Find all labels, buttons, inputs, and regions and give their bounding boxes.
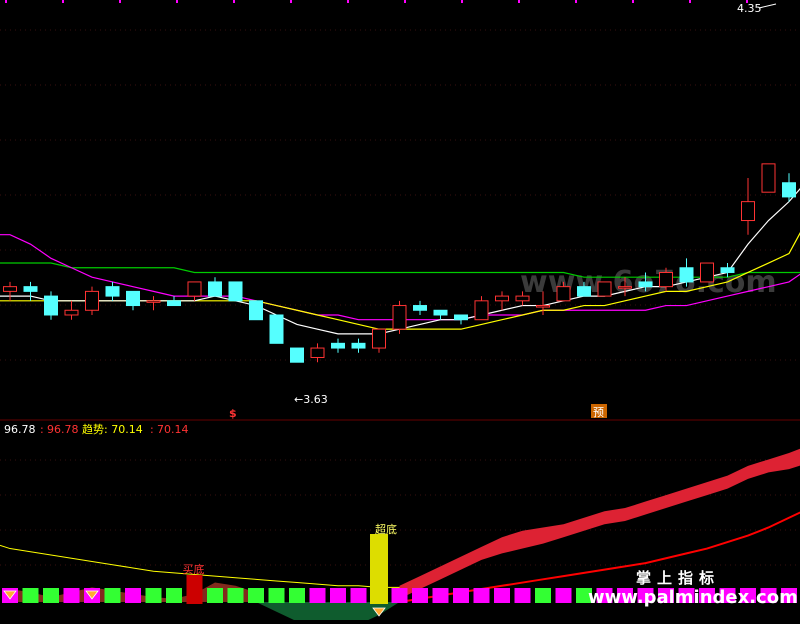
candles	[4, 22, 800, 362]
top-ticks	[6, 0, 747, 3]
candle-up	[147, 301, 160, 303]
status-bar	[269, 588, 285, 603]
candle-up	[701, 263, 714, 282]
status-bar	[248, 588, 264, 603]
status-bar	[351, 588, 367, 603]
status-bar	[207, 588, 223, 603]
candle-up	[475, 301, 488, 320]
candle-down	[229, 282, 242, 301]
status-bar	[105, 588, 121, 603]
status-bar	[453, 588, 469, 603]
candle-down	[455, 315, 468, 320]
high-pointer	[759, 4, 776, 8]
candle-up	[762, 164, 775, 192]
candle-up	[660, 272, 673, 286]
ind-sep-2: :	[150, 423, 154, 436]
status-bar	[289, 588, 305, 603]
candle-up	[393, 306, 406, 330]
candle-down	[414, 306, 427, 311]
trend-band	[400, 445, 800, 599]
candle-up	[496, 296, 509, 301]
candle-up	[65, 310, 78, 315]
candle-down	[45, 296, 58, 315]
candle-down	[250, 301, 263, 320]
status-bar	[412, 588, 428, 603]
brand-watermark: www.palmindex.com	[588, 587, 798, 608]
ind-trend-label: 趋势: 70.14	[82, 423, 143, 436]
candle-up	[4, 287, 17, 292]
low-price-label: ←3.63	[294, 393, 328, 406]
status-bar	[146, 588, 162, 603]
candle-down	[24, 287, 37, 292]
status-bar	[556, 588, 572, 603]
candle-down	[578, 287, 591, 296]
candle-down	[434, 310, 447, 315]
candle-up	[188, 282, 201, 296]
candle-down	[127, 291, 140, 305]
ind-sep-1: :	[40, 423, 44, 436]
status-bar	[166, 588, 182, 603]
high-price-label: 4.35	[737, 2, 762, 15]
candle-up	[86, 291, 99, 310]
candle-down	[721, 268, 734, 273]
status-bar	[392, 588, 408, 603]
candle-down	[680, 268, 693, 282]
status-bar	[535, 588, 551, 603]
status-bar	[125, 588, 141, 603]
candle-up	[373, 329, 386, 348]
candle-up	[516, 296, 529, 301]
super-bottom-label: 超底	[375, 522, 397, 536]
candle-down	[332, 343, 345, 348]
status-bar	[515, 588, 531, 603]
candle-down	[106, 287, 119, 296]
candle-down	[168, 301, 181, 306]
buy-bottom-label: 买底	[183, 562, 205, 576]
status-bar	[310, 588, 326, 603]
status-bar	[64, 588, 80, 603]
candle-up	[742, 202, 755, 221]
status-bar	[43, 588, 59, 603]
ind-value-1b: 96.78	[47, 423, 79, 436]
status-bar	[228, 588, 244, 603]
super-bottom-bar	[370, 534, 388, 604]
ind-value-2: 70.14	[157, 423, 189, 436]
candle-up	[619, 287, 632, 289]
status-bar	[23, 588, 39, 603]
brand-label: 掌上指标	[636, 569, 720, 587]
status-bar	[330, 588, 346, 603]
candle-up	[557, 287, 570, 301]
candle-down	[270, 315, 283, 343]
status-bar	[474, 588, 490, 603]
buy-bottom-bar	[187, 575, 203, 604]
candle-up	[537, 306, 550, 308]
candle-down	[209, 282, 222, 296]
candle-up	[311, 348, 324, 357]
signal-yu-marker: 预	[593, 406, 604, 419]
candle-up	[598, 282, 611, 296]
signal-s-marker: $	[229, 407, 237, 420]
status-bar	[433, 588, 449, 603]
candle-down	[291, 348, 304, 362]
status-bar	[494, 588, 510, 603]
candle-down	[352, 343, 365, 348]
candle-down	[783, 183, 796, 197]
ind-value-1: 96.78	[4, 423, 36, 436]
candle-down	[639, 282, 652, 287]
